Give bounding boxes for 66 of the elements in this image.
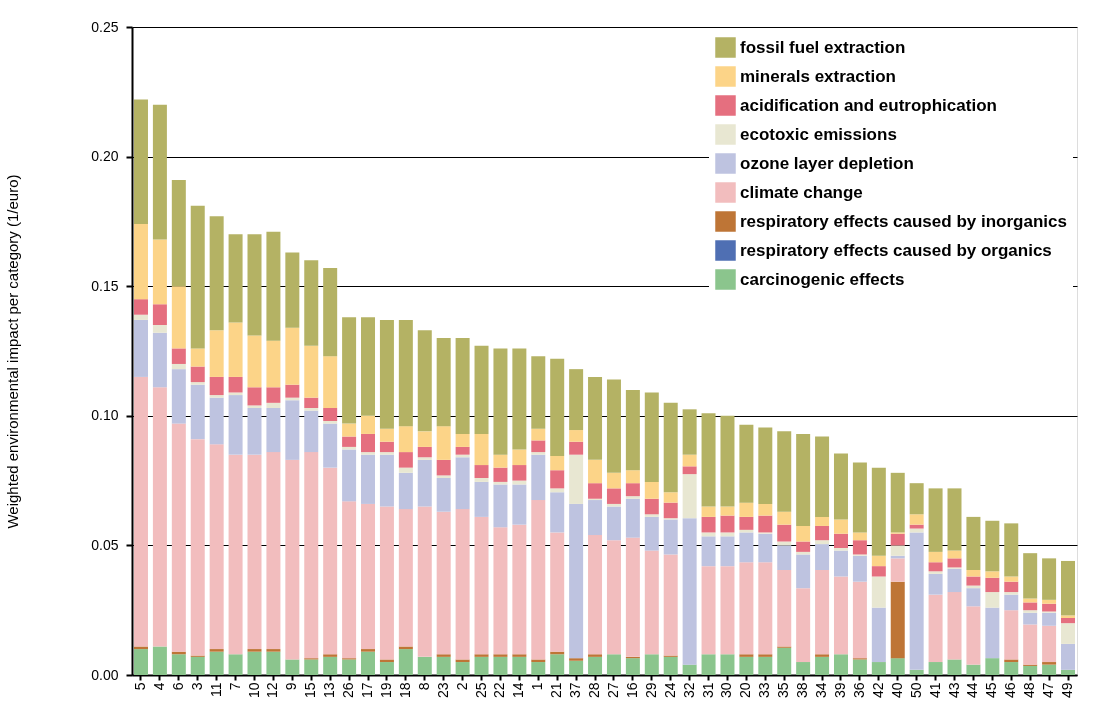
x-tick-label: 10 xyxy=(245,682,262,699)
x-tick-label: 28 xyxy=(586,682,603,699)
x-tick-label: 50 xyxy=(907,682,924,699)
x-tick-label: 5 xyxy=(131,682,148,691)
x-tick-label: 24 xyxy=(661,682,678,699)
x-tick-label: 40 xyxy=(888,682,905,699)
x-tick-label: 47 xyxy=(1040,682,1057,699)
x-tick-label: 29 xyxy=(642,682,659,699)
x-tick-label: 26 xyxy=(340,682,357,699)
x-tick-label: 18 xyxy=(396,682,413,699)
x-tick-label: 15 xyxy=(302,682,319,699)
x-tick-label: 21 xyxy=(548,682,565,699)
x-tick-label: 1 xyxy=(529,682,546,691)
x-tick-label: 39 xyxy=(831,682,848,699)
legend-label: fossil fuel extraction xyxy=(740,37,906,57)
x-tick-label: 33 xyxy=(756,682,773,699)
y-tick-label: 0.10 xyxy=(91,407,119,424)
y-tick-label: 0.05 xyxy=(91,536,119,553)
x-tick-label: 48 xyxy=(1021,682,1038,699)
x-tick-label: 23 xyxy=(434,682,451,699)
x-tick-label: 6 xyxy=(169,682,186,691)
y-tick-label: 0.20 xyxy=(91,148,119,165)
x-tick-label: 36 xyxy=(850,682,867,699)
x-tick-label: 30 xyxy=(718,682,735,699)
x-tick-label: 45 xyxy=(983,682,1000,699)
x-tick-label: 38 xyxy=(794,682,811,699)
x-tick-label: 20 xyxy=(737,682,754,699)
x-tick-label: 14 xyxy=(510,682,527,699)
y-tick-label: 0.00 xyxy=(91,666,119,683)
legend-label: respiratory effects caused by organics xyxy=(740,240,1052,260)
legend-label: acidification and eutrophication xyxy=(740,95,997,115)
x-tick-label: 12 xyxy=(264,682,281,699)
x-tick-label: 4 xyxy=(150,682,167,691)
x-tick-label: 19 xyxy=(377,682,394,699)
x-tick-label: 34 xyxy=(813,682,830,699)
x-tick-label: 22 xyxy=(491,682,508,699)
x-tick-label: 25 xyxy=(472,682,489,699)
y-axis-title: Weighted environmental impact per category (1/euro) xyxy=(4,174,22,529)
legend-label: minerals extraction xyxy=(740,66,896,86)
x-tick-label: 32 xyxy=(680,682,697,699)
legend-label: climate change xyxy=(740,182,863,202)
x-tick-label: 17 xyxy=(359,682,376,699)
x-tick-label: 46 xyxy=(1002,682,1019,699)
x-tick-label: 11 xyxy=(207,682,224,698)
x-tick-label: 31 xyxy=(699,682,716,699)
x-tick-label: 37 xyxy=(567,682,584,699)
legend-label: respiratory effects caused by inorganics xyxy=(740,211,1067,231)
x-tick-label: 9 xyxy=(283,682,300,691)
x-tick-label: 16 xyxy=(623,682,640,699)
x-tick-label: 41 xyxy=(926,682,943,699)
x-tick-label: 8 xyxy=(415,682,432,691)
x-tick-label: 7 xyxy=(226,682,243,691)
x-tick-label: 3 xyxy=(188,682,205,691)
x-tick-label: 27 xyxy=(604,682,621,699)
y-tick-label: 0.25 xyxy=(91,18,119,35)
x-tick-label: 49 xyxy=(1059,682,1076,699)
x-tick-label: 44 xyxy=(964,682,981,699)
x-tick-label: 35 xyxy=(775,682,792,699)
y-tick-label: 0.15 xyxy=(91,277,119,294)
legend-label: ozone layer depletion xyxy=(740,153,914,173)
legend-label: carcinogenic effects xyxy=(740,269,905,289)
x-tick-label: 2 xyxy=(453,682,470,691)
x-tick-label: 13 xyxy=(321,682,338,699)
x-tick-label: 43 xyxy=(945,682,962,699)
legend-label: ecotoxic emissions xyxy=(740,124,897,144)
x-tick-label: 42 xyxy=(869,682,886,699)
